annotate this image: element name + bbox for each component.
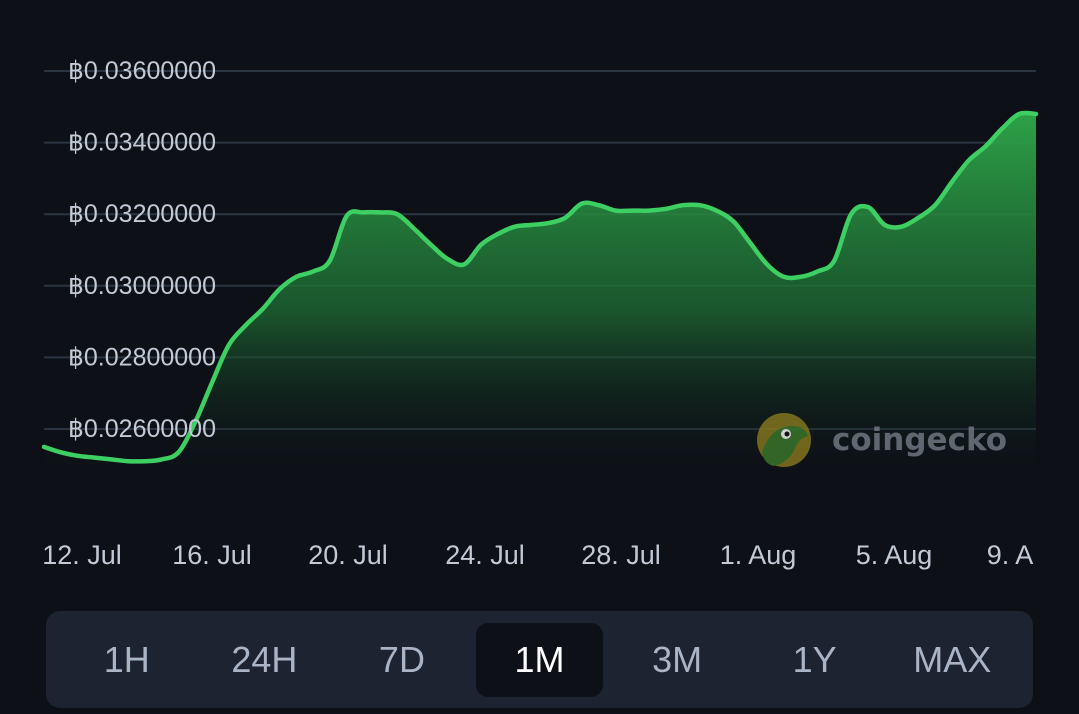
x-tick-label: 5. Aug xyxy=(856,540,933,570)
x-tick-label: 28. Jul xyxy=(581,540,661,570)
x-tick-label: 16. Jul xyxy=(172,540,252,570)
range-button-7d[interactable]: 7D xyxy=(378,638,425,680)
range-button-1m[interactable]: 1M xyxy=(475,622,604,697)
range-button-1y[interactable]: 1Y xyxy=(792,638,837,680)
y-tick-label: ฿0.03200000 xyxy=(68,200,216,228)
range-button-1h[interactable]: 1H xyxy=(103,638,150,680)
price-area-fill xyxy=(44,112,1036,479)
range-button-max[interactable]: MAX xyxy=(913,638,992,680)
range-button-3m[interactable]: 3M xyxy=(652,638,703,680)
y-tick-label: ฿0.03000000 xyxy=(68,272,216,300)
y-tick-label: ฿0.03600000 xyxy=(68,57,216,85)
range-button-24h[interactable]: 24H xyxy=(231,638,298,680)
x-tick-label: 9. A xyxy=(987,540,1034,570)
y-tick-label: ฿0.03400000 xyxy=(68,129,216,157)
price-chart[interactable]: ฿0.02600000 ฿0.02800000 ฿0.03000000 ฿0.0320… xyxy=(0,0,1079,600)
x-tick-label: 24. Jul xyxy=(445,540,525,570)
gecko-logo-icon xyxy=(757,413,811,467)
y-tick-label: ฿0.02800000 xyxy=(68,343,216,371)
price-chart-svg: ฿0.02600000 ฿0.02800000 ฿0.03000000 ฿0.0320… xyxy=(41,57,1039,570)
x-tick-label: 12. Jul xyxy=(42,540,122,570)
x-tick-label: 1. Aug xyxy=(720,540,797,570)
x-tick-label: 20. Jul xyxy=(308,540,388,570)
y-tick-label: ฿0.02600000 xyxy=(68,415,216,443)
coingecko-watermark: coingecko xyxy=(757,413,1007,467)
price-line xyxy=(41,110,1039,464)
watermark-text: coingecko xyxy=(832,422,1007,458)
time-range-selector: 1H 24H 7D 1M 3M 1Y MAX xyxy=(46,611,1033,708)
